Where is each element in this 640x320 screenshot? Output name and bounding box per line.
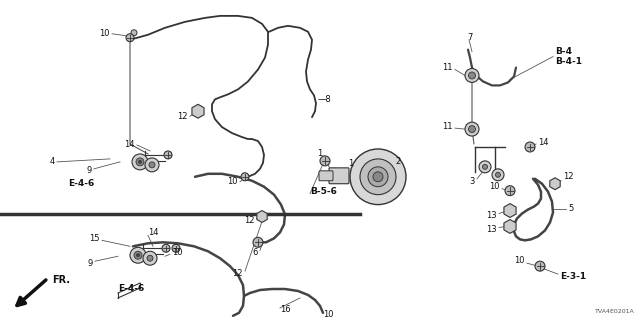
Polygon shape bbox=[192, 104, 204, 118]
Circle shape bbox=[535, 261, 545, 271]
Text: B-5-6: B-5-6 bbox=[310, 187, 337, 196]
Text: TVA4E0201A: TVA4E0201A bbox=[595, 309, 635, 314]
Circle shape bbox=[162, 244, 170, 252]
Circle shape bbox=[136, 254, 140, 257]
Circle shape bbox=[373, 172, 383, 182]
Polygon shape bbox=[550, 178, 560, 190]
Text: 10: 10 bbox=[99, 29, 110, 38]
Circle shape bbox=[172, 244, 180, 252]
Circle shape bbox=[164, 151, 172, 159]
Circle shape bbox=[479, 161, 491, 173]
Circle shape bbox=[130, 247, 146, 263]
Text: 3: 3 bbox=[470, 177, 475, 186]
Text: 2: 2 bbox=[395, 157, 400, 166]
Text: 12: 12 bbox=[177, 112, 188, 121]
Polygon shape bbox=[504, 220, 516, 233]
Circle shape bbox=[360, 159, 396, 195]
Text: 13: 13 bbox=[486, 211, 497, 220]
Text: 9: 9 bbox=[87, 166, 92, 175]
Text: 6: 6 bbox=[253, 248, 258, 257]
Circle shape bbox=[505, 186, 515, 196]
FancyBboxPatch shape bbox=[319, 171, 333, 181]
Text: 13: 13 bbox=[486, 225, 497, 234]
Text: 12: 12 bbox=[244, 216, 255, 225]
Text: E-4-6: E-4-6 bbox=[68, 179, 94, 188]
FancyBboxPatch shape bbox=[329, 168, 349, 184]
Polygon shape bbox=[257, 211, 267, 222]
Text: 16: 16 bbox=[280, 305, 291, 314]
Circle shape bbox=[465, 68, 479, 83]
Circle shape bbox=[143, 251, 157, 265]
Text: —8: —8 bbox=[318, 95, 332, 104]
Text: 14: 14 bbox=[125, 140, 135, 148]
Text: 15: 15 bbox=[90, 234, 100, 243]
Circle shape bbox=[468, 72, 476, 79]
Circle shape bbox=[468, 126, 476, 132]
Circle shape bbox=[253, 237, 263, 247]
Text: E-3-1: E-3-1 bbox=[560, 272, 586, 281]
Text: 14: 14 bbox=[148, 228, 159, 237]
Text: 1: 1 bbox=[317, 149, 322, 158]
Circle shape bbox=[495, 172, 500, 177]
Text: 10: 10 bbox=[323, 310, 333, 319]
Circle shape bbox=[465, 122, 479, 136]
Circle shape bbox=[241, 173, 249, 181]
Circle shape bbox=[492, 169, 504, 181]
Text: 10: 10 bbox=[227, 177, 238, 186]
Circle shape bbox=[138, 160, 141, 164]
Text: E-4-6: E-4-6 bbox=[118, 284, 144, 292]
Polygon shape bbox=[504, 204, 516, 218]
Circle shape bbox=[149, 162, 155, 168]
Text: 14: 14 bbox=[538, 138, 548, 147]
Text: 11: 11 bbox=[442, 63, 453, 72]
Text: 12: 12 bbox=[563, 172, 573, 181]
Text: 11: 11 bbox=[442, 122, 453, 131]
Text: 12: 12 bbox=[232, 268, 243, 278]
Circle shape bbox=[131, 30, 137, 36]
Circle shape bbox=[136, 158, 144, 166]
Text: 4: 4 bbox=[50, 157, 55, 166]
Circle shape bbox=[320, 156, 330, 166]
Text: FR.: FR. bbox=[52, 275, 70, 285]
Text: 10: 10 bbox=[490, 182, 500, 191]
Circle shape bbox=[145, 158, 159, 172]
Circle shape bbox=[126, 34, 134, 42]
Text: B-4-1: B-4-1 bbox=[555, 57, 582, 66]
Text: B-4: B-4 bbox=[555, 47, 572, 56]
Text: 9: 9 bbox=[88, 259, 93, 268]
Circle shape bbox=[132, 154, 148, 170]
Circle shape bbox=[483, 164, 488, 169]
Circle shape bbox=[147, 255, 153, 261]
Text: 7: 7 bbox=[467, 33, 472, 42]
Circle shape bbox=[525, 142, 535, 152]
Text: 10: 10 bbox=[515, 256, 525, 265]
Text: 10: 10 bbox=[172, 248, 182, 257]
Circle shape bbox=[134, 251, 142, 259]
Text: 5: 5 bbox=[568, 204, 573, 213]
Text: 1: 1 bbox=[348, 159, 353, 168]
Circle shape bbox=[368, 167, 388, 187]
Circle shape bbox=[350, 149, 406, 204]
